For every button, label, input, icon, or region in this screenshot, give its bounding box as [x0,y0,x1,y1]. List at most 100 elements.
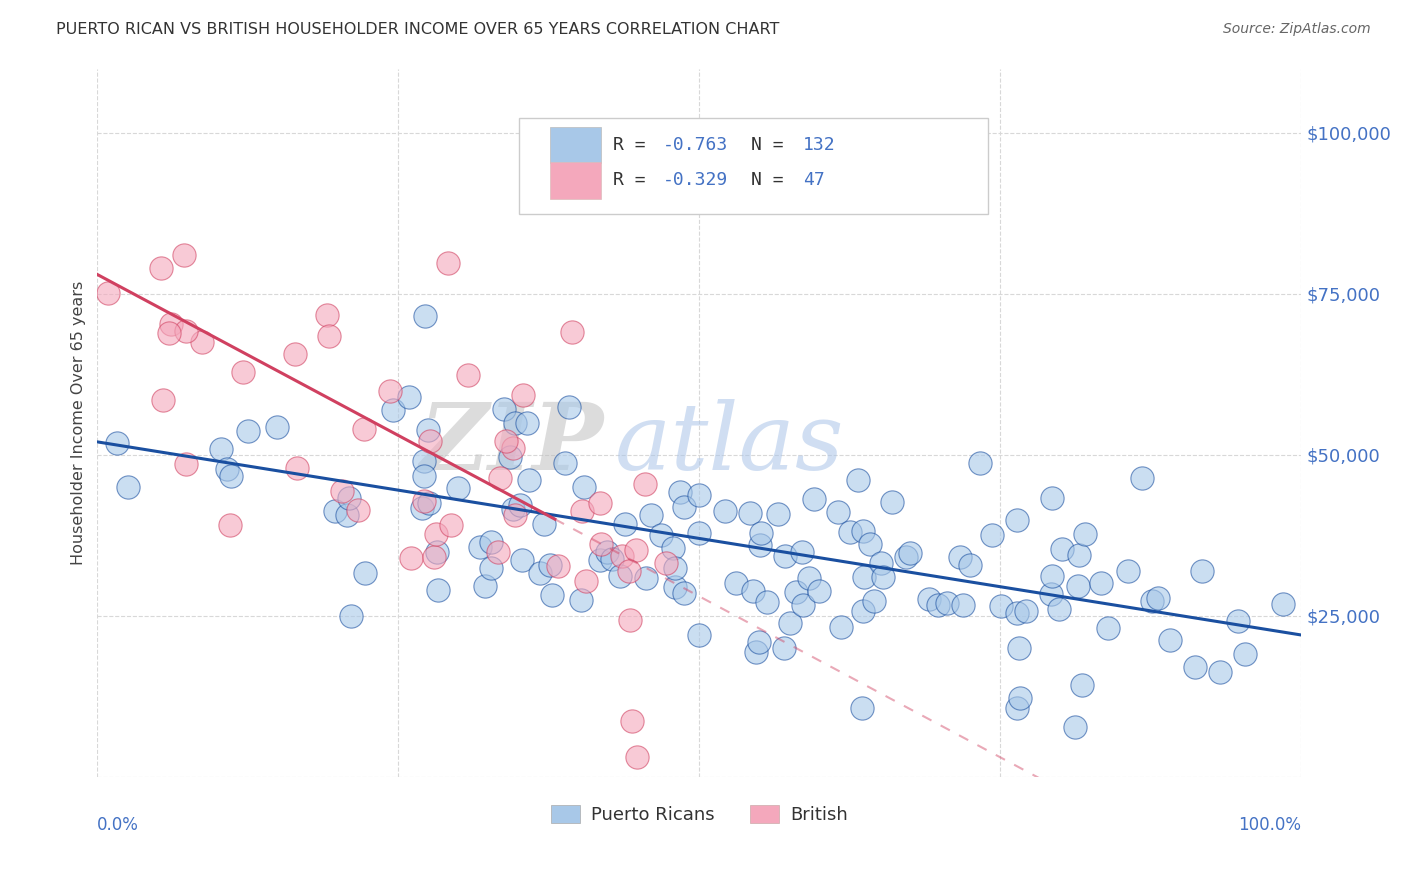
Point [495,434,517,448]
Point [662,541,685,555]
Point [898,546,921,560]
Point [1233,647,1256,661]
Point [830,619,852,633]
Point [1039,587,1062,601]
Point [959,558,981,573]
Point [232,366,254,380]
Point [936,596,959,610]
Point [827,505,849,519]
Point [725,575,748,590]
Point [316,308,339,322]
Text: R =: R = [613,136,657,154]
Point [1184,660,1206,674]
Text: 47: 47 [803,171,824,189]
Point [337,491,360,506]
Point [440,518,463,533]
Point [1014,604,1036,618]
Point [174,458,197,472]
Point [918,592,941,607]
Point [1073,527,1095,541]
Point [512,553,534,567]
Point [927,598,949,612]
Point [157,326,180,340]
Point [591,537,613,551]
Point [398,390,420,404]
Point [105,435,128,450]
Text: -0.329: -0.329 [664,171,728,189]
Point [399,551,422,566]
Point [1005,513,1028,527]
Point [411,501,433,516]
Point [479,535,502,549]
Point [284,347,307,361]
FancyBboxPatch shape [519,118,988,214]
Point [457,368,479,382]
Point [238,424,260,438]
Point [437,256,460,270]
Point [772,641,794,656]
Point [413,469,436,483]
Point [1008,641,1031,656]
Point [748,635,770,649]
Point [775,549,797,563]
Text: atlas: atlas [614,399,845,489]
Text: Source: ZipAtlas.com: Source: ZipAtlas.com [1223,22,1371,37]
Point [554,456,576,470]
Text: R =: R = [613,171,657,189]
Point [209,442,232,457]
Point [602,551,624,566]
Point [872,570,894,584]
Point [516,416,538,430]
Text: 132: 132 [803,136,835,154]
Point [336,508,359,523]
Point [418,495,440,509]
Point [97,285,120,300]
Point [503,416,526,430]
Point [285,461,308,475]
Point [1140,593,1163,607]
Point [846,473,869,487]
Point [596,545,619,559]
Point [851,700,873,714]
Point [1067,548,1090,562]
Point [882,495,904,509]
Point [1227,614,1250,628]
Point [425,527,447,541]
Text: 100.0%: 100.0% [1239,815,1302,833]
Point [792,598,814,612]
Point [668,484,690,499]
Point [626,750,648,764]
Point [1272,598,1295,612]
Point [174,324,197,338]
Point [547,558,569,573]
Point [160,317,183,331]
Point [952,598,974,612]
Point [612,549,634,563]
Point [1050,541,1073,556]
Point [502,502,524,516]
Point [217,462,239,476]
Point [749,526,772,541]
Point [688,628,710,642]
Point [509,498,531,512]
Point [423,549,446,564]
Point [619,613,641,627]
Point [1040,569,1063,583]
Point [619,564,641,578]
Point [575,574,598,589]
Point [492,402,515,417]
Point [1147,591,1170,605]
Point [447,481,470,495]
Point [413,494,436,508]
Point [990,599,1012,613]
Point [949,550,972,565]
Point [790,545,813,559]
Point [640,508,662,522]
Point [714,504,737,518]
Point [347,502,370,516]
Point [571,504,593,518]
Point [419,434,441,448]
Point [624,543,647,558]
Point [621,714,644,728]
Point [503,508,526,523]
